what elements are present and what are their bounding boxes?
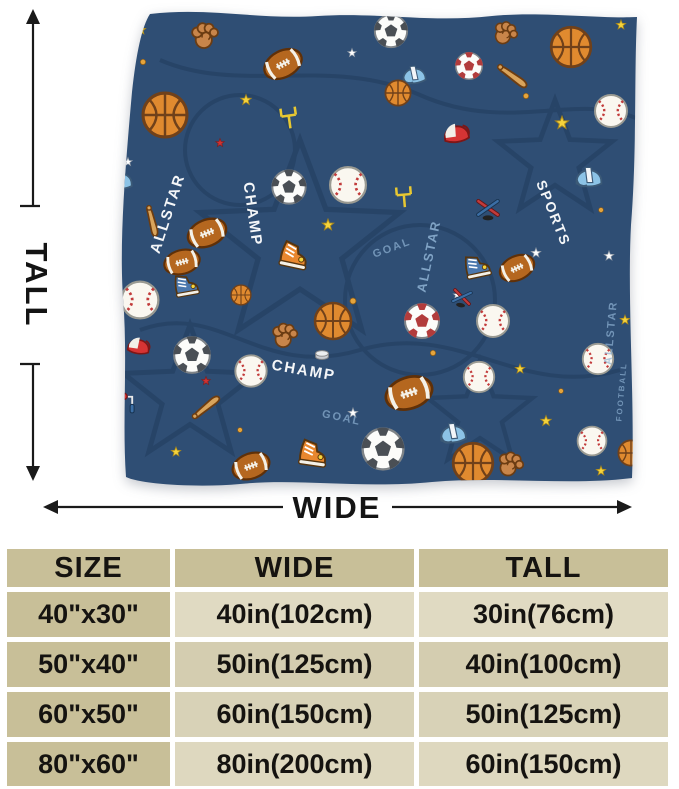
wide-label: WIDE <box>293 490 382 525</box>
puck-icon <box>315 350 329 360</box>
mini-icon <box>598 207 604 213</box>
size-cell: 60"x50" <box>7 692 170 737</box>
baseball-icon <box>475 303 511 339</box>
tall-label: TALL <box>19 243 54 328</box>
fabric-word: SPORTS <box>81 189 122 255</box>
size-cell: 80"x60" <box>7 742 170 786</box>
table-cell: 40in(100cm) <box>419 642 668 687</box>
soccer-red-icon <box>455 52 484 79</box>
fabric-word: ALLSTAR <box>602 300 620 365</box>
column-header-size: SIZE <box>7 549 170 587</box>
baseball-icon <box>121 280 160 320</box>
mini-icon <box>139 58 147 66</box>
table-cell: 40in(102cm) <box>175 592 414 637</box>
table-cell: 60in(150cm) <box>419 742 668 786</box>
mini-icon <box>522 92 530 100</box>
column-header-tall: TALL <box>419 549 668 587</box>
basketball-icon <box>313 301 353 341</box>
baseball-icon <box>576 425 608 457</box>
soccer-icon <box>361 428 405 470</box>
baseball-icon <box>328 165 368 205</box>
wide-arrow: WIDE <box>43 490 632 525</box>
soccer-icon <box>173 336 212 373</box>
table-cell: 50in(125cm) <box>175 642 414 687</box>
table-cell: 80in(200cm) <box>175 742 414 786</box>
mini-icon <box>237 427 243 433</box>
table-cell: 30in(76cm) <box>419 592 668 637</box>
basketball-icon <box>451 441 495 485</box>
mini-icon <box>429 349 437 357</box>
basketball-icon <box>617 439 638 467</box>
soccer-icon <box>271 170 307 204</box>
mini-icon <box>558 388 564 394</box>
table-cell: 60in(150cm) <box>175 692 414 737</box>
size-cell: 50"x40" <box>7 642 170 687</box>
soccer-icon <box>373 14 408 47</box>
basketball-icon <box>230 284 252 306</box>
tall-arrow: TALL <box>19 9 54 481</box>
mini-icon <box>349 297 357 305</box>
soccer-red-icon <box>404 303 441 338</box>
baseball-icon <box>462 360 496 394</box>
basketball-icon <box>141 91 189 139</box>
column-header-wide: WIDE <box>175 549 414 587</box>
baseball-icon <box>234 354 268 388</box>
basketball-icon <box>384 79 412 107</box>
baseball-icon <box>593 93 629 129</box>
table-cell: 50in(125cm) <box>419 692 668 737</box>
size-table: SIZE WIDE TALL 40"x30" 40in(102cm) 30in(76cm)… <box>7 549 668 786</box>
basketball-icon <box>549 25 593 69</box>
blanket-photo-area: ALLSTAR CHAMP SPORTS ALLSTAR SPORTS CHAMP GOAL… <box>19 9 638 525</box>
size-cell: 40"x30" <box>7 592 170 637</box>
